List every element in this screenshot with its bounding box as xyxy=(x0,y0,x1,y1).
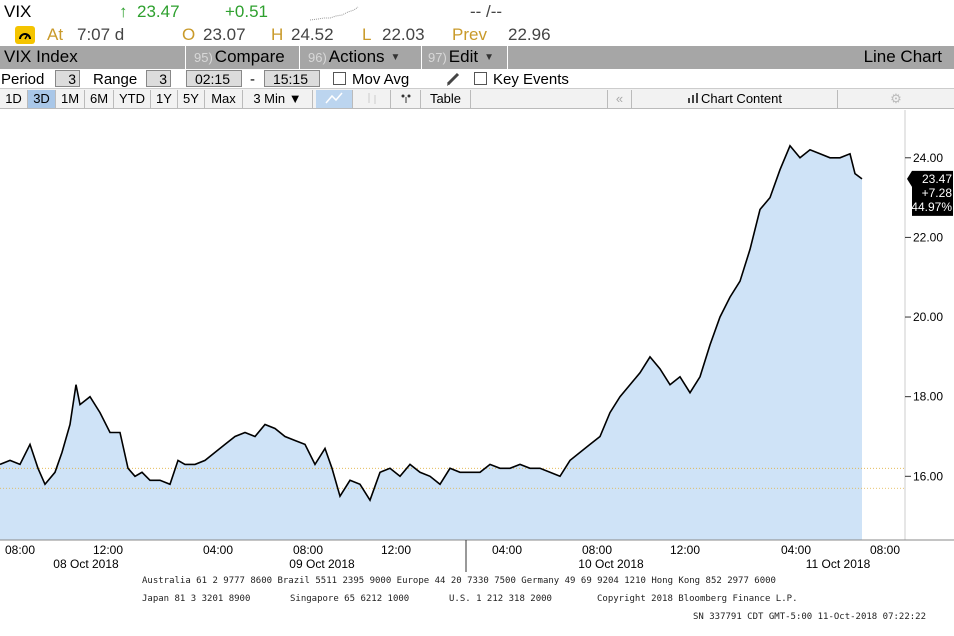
open-label: O xyxy=(182,25,196,44)
badge-value: +7.28 xyxy=(922,186,953,200)
date-label: 08 Oct 2018 xyxy=(53,557,119,571)
y-tick-label: 24.00 xyxy=(913,151,943,165)
y-tick-label: 20.00 xyxy=(913,310,943,324)
open-value: 23.07 xyxy=(203,25,246,44)
start-time-input[interactable]: 02:15 xyxy=(186,70,242,87)
chart-type-label: Line Chart xyxy=(863,47,942,66)
title-bar: VIX Index 95) Compare 96) Actions ▼ 97) Edit… xyxy=(0,46,954,69)
key-events-checkbox[interactable] xyxy=(474,72,487,85)
range-label: Range xyxy=(93,71,138,88)
range-ytd-button[interactable]: YTD xyxy=(114,90,151,108)
dropdown-caret-icon: ▼ xyxy=(288,91,302,106)
range-1m-button[interactable]: 1M xyxy=(56,90,85,108)
chart-content-icon xyxy=(688,93,699,103)
range-max-button[interactable]: Max xyxy=(205,90,243,108)
x-tick-label: 04:00 xyxy=(781,543,811,557)
x-tick-label: 08:00 xyxy=(582,543,612,557)
end-time-input[interactable]: 15:15 xyxy=(264,70,320,87)
range-6m-button[interactable]: 6M xyxy=(85,90,114,108)
x-tick-label: 08:00 xyxy=(293,543,323,557)
net-change: +0.51 xyxy=(225,2,269,21)
date-label: 11 Oct 2018 xyxy=(806,557,871,571)
interval-dropdown[interactable]: 3 Min ▼ xyxy=(243,90,313,108)
y-axis: 24.00 22.00 20.00 18.00 16.00 xyxy=(904,110,943,540)
range-5y-button[interactable]: 5Y xyxy=(178,90,205,108)
range-toolbar: 1D 3D 1M 6M YTD 1Y 5Y Max 3 Min ▼ Table … xyxy=(0,89,954,109)
prev-label: Prev xyxy=(452,25,487,44)
dropdown-caret-icon: ▼ xyxy=(484,52,494,63)
key-events-label: Key Events xyxy=(493,71,569,88)
footer-contacts: Australia 61 2 9777 8600 Brazil 5511 239… xyxy=(142,576,776,586)
security-name: VIX Index xyxy=(4,47,78,66)
mov-avg-checkbox[interactable] xyxy=(333,72,346,85)
x-axis: 08:00 12:00 04:00 08:00 12:00 04:00 08:00 12:00… xyxy=(0,539,954,572)
footer-copyright: Copyright 2018 Bloomberg Finance L.P. xyxy=(597,594,798,604)
ticker-bar: VIX ↑ 23.47 +0.51 -- /-- xyxy=(0,0,954,27)
x-tick-label: 12:00 xyxy=(381,543,411,557)
period-row: Period 3 Range 3 02:15 - 15:15 Mov Avg K… xyxy=(0,69,954,89)
x-tick-label: 12:00 xyxy=(670,543,700,557)
annotation-icon[interactable] xyxy=(391,90,421,108)
high-value: 24.52 xyxy=(291,25,334,44)
badge-background xyxy=(907,170,953,216)
badge-value: 44.97% xyxy=(911,200,952,214)
footer-japan: Japan 81 3 3201 8900 xyxy=(142,594,251,604)
price-line xyxy=(0,144,863,503)
x-tick-label: 12:00 xyxy=(93,543,123,557)
settings-gear-icon[interactable]: ⚙ xyxy=(890,91,902,106)
prev-value: 22.96 xyxy=(508,25,551,44)
high-label: H xyxy=(271,25,284,44)
quote-time: 7:07 d xyxy=(77,25,125,44)
actions-menu[interactable]: 96) Actions ▼ xyxy=(300,46,422,69)
price-chart[interactable]: 24.00 22.00 20.00 18.00 16.00 08:00 12:00 04:0… xyxy=(0,110,954,576)
time-separator: - xyxy=(250,71,255,88)
range-1y-button[interactable]: 1Y xyxy=(151,90,178,108)
collapse-left-icon[interactable]: « xyxy=(608,90,632,108)
at-label: At xyxy=(47,25,64,44)
x-tick-label: 04:00 xyxy=(203,543,233,557)
line-style-icon[interactable] xyxy=(316,90,353,108)
toolbar-spacer xyxy=(471,90,608,108)
date-label: 09 Oct 2018 xyxy=(289,557,355,571)
low-label: L xyxy=(362,25,372,44)
security-field[interactable]: VIX Index xyxy=(0,46,186,69)
period-input[interactable]: 3 xyxy=(55,70,80,87)
mov-avg-label: Mov Avg xyxy=(352,71,410,88)
realtime-gauge-icon xyxy=(15,26,35,44)
quote-bar: At 7:07 d O 23.07 H 24.52 L 22.03 Prev 2… xyxy=(0,24,954,46)
edit-menu[interactable]: 97) Edit ▼ xyxy=(422,46,508,69)
x-tick-label: 08:00 xyxy=(5,543,35,557)
bid-ask: -- /-- xyxy=(470,2,503,21)
range-3d-button[interactable]: 3D xyxy=(28,90,56,108)
badge-value: 23.47 xyxy=(922,172,952,186)
last-price: 23.47 xyxy=(137,2,180,21)
sparkline-icon xyxy=(310,6,359,21)
y-tick-label: 16.00 xyxy=(913,469,943,483)
footer-singapore: Singapore 65 6212 1000 xyxy=(290,594,410,604)
compare-menu[interactable]: 95) Compare xyxy=(186,46,300,69)
chart-content-button[interactable]: Chart Content xyxy=(632,90,838,108)
price-area xyxy=(0,145,862,541)
y-tick-label: 18.00 xyxy=(913,390,943,404)
table-button[interactable]: Table xyxy=(421,90,471,108)
x-tick-label: 04:00 xyxy=(492,543,522,557)
up-arrow-icon: ↑ xyxy=(119,2,128,21)
footer-us: U.S. 1 212 318 2000 xyxy=(449,594,552,604)
ticker-symbol: VIX xyxy=(4,2,32,21)
range-1d-button[interactable]: 1D xyxy=(0,90,28,108)
range-input[interactable]: 3 xyxy=(146,70,171,87)
x-tick-label: 08:00 xyxy=(870,543,900,557)
dropdown-caret-icon: ▼ xyxy=(390,52,401,63)
period-label: Period xyxy=(1,71,45,88)
y-tick-label: 22.00 xyxy=(913,230,943,244)
footer-status: SN 337791 CDT GMT-5:00 11-Oct-2018 07:22… xyxy=(693,612,926,622)
date-label: 10 Oct 2018 xyxy=(578,557,644,571)
pencil-icon[interactable] xyxy=(445,71,461,87)
low-value: 22.03 xyxy=(382,25,425,44)
bar-style-icon[interactable] xyxy=(353,90,391,108)
